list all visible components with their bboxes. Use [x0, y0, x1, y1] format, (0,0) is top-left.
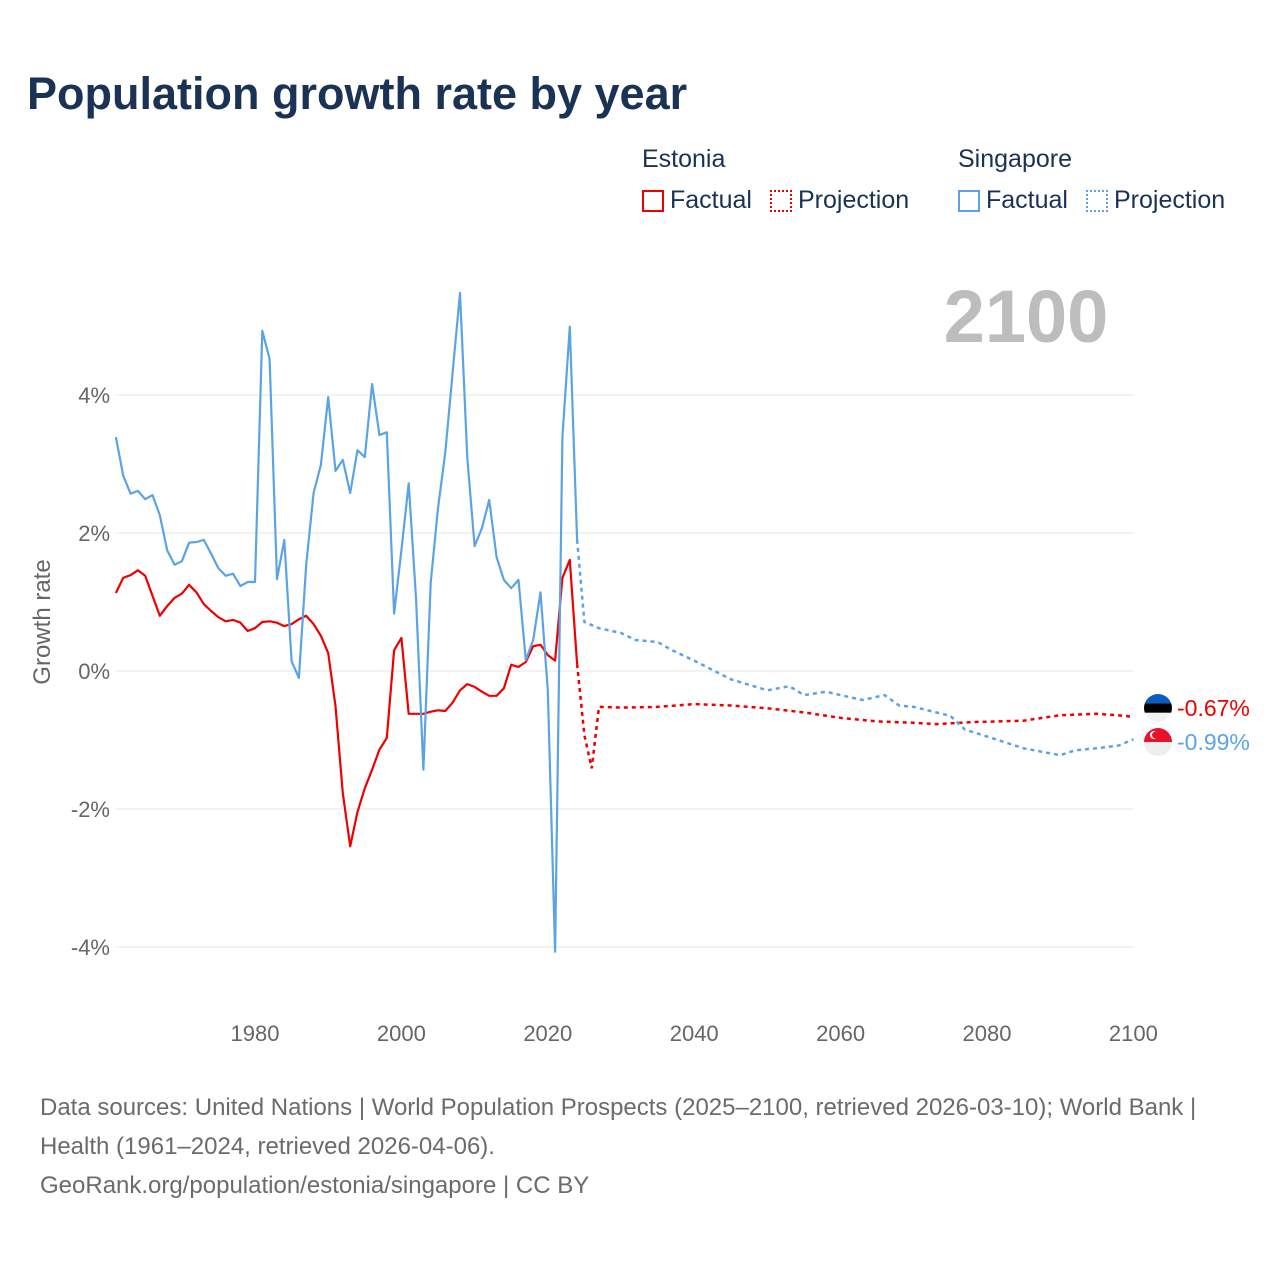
x-tick-label: 2000: [377, 1021, 426, 1046]
y-tick-label: 2%: [78, 521, 110, 546]
legend-group-estonia: Estonia Factual Projection: [642, 145, 909, 215]
legend-country-label: Estonia: [642, 145, 726, 173]
y-tick-label: 4%: [78, 383, 110, 408]
flag-stripe-white: [1144, 712, 1172, 722]
legend-swatch-dotted: [1085, 189, 1108, 212]
data-sources: Data sources: United Nations | World Pop…: [40, 1094, 1197, 1160]
footer: Data sources: United Nations | World Pop…: [40, 1088, 1240, 1205]
legend-estonia-projection[interactable]: Projection: [769, 186, 910, 215]
flag-stripe-blue: [1144, 694, 1172, 704]
legend-singapore-projection[interactable]: Projection: [1085, 186, 1226, 215]
legend-estonia-factual[interactable]: Factual: [642, 186, 752, 215]
flag-half-white: [1144, 742, 1172, 756]
x-tick-label: 2040: [670, 1021, 719, 1046]
legend-swatch-solid: [642, 189, 664, 212]
x-tick-label: 2100: [1109, 1021, 1158, 1046]
estonia-factual-line: [114, 558, 579, 848]
legend-label: Projection: [1113, 186, 1226, 214]
x-tick-label: 2080: [963, 1021, 1012, 1046]
estonia-end-value-label: -0.67%: [1177, 695, 1250, 721]
y-tick-label: -4%: [71, 935, 110, 960]
x-tick-label: 1980: [231, 1021, 280, 1046]
estonia-flag-icon: [1144, 694, 1172, 722]
legend-country-label: Singapore: [958, 145, 1072, 173]
chart-title: Population growth rate by year: [27, 68, 688, 119]
year-display: 2100: [944, 275, 1109, 358]
legend-swatch-solid: [958, 189, 980, 212]
estonia-projection-line: [575, 663, 1134, 769]
y-axis-label: Growth rate: [29, 559, 56, 684]
singapore-end-value-label: -0.99%: [1177, 729, 1250, 755]
y-tick-label: -2%: [71, 797, 110, 822]
flag-crescent-cut: [1152, 731, 1159, 739]
singapore-flag-icon: [1144, 728, 1172, 756]
legend-label: Factual: [986, 186, 1068, 214]
legend-label: Factual: [670, 186, 752, 214]
flag-stripe-black: [1144, 703, 1172, 713]
credit-link[interactable]: GeoRank.org/population/estonia/singapore…: [40, 1172, 590, 1199]
legend-label: Projection: [797, 186, 910, 214]
legend-singapore-factual[interactable]: Factual: [958, 186, 1068, 215]
y-tick-label: 0%: [78, 659, 110, 684]
legend-group-singapore: Singapore Factual Projection: [958, 145, 1225, 215]
legend-swatch-dotted: [769, 189, 792, 212]
x-tick-label: 2020: [523, 1021, 572, 1046]
singapore-factual-line: [114, 291, 579, 953]
singapore-projection-line: [575, 539, 1134, 757]
x-tick-label: 2060: [816, 1021, 865, 1046]
